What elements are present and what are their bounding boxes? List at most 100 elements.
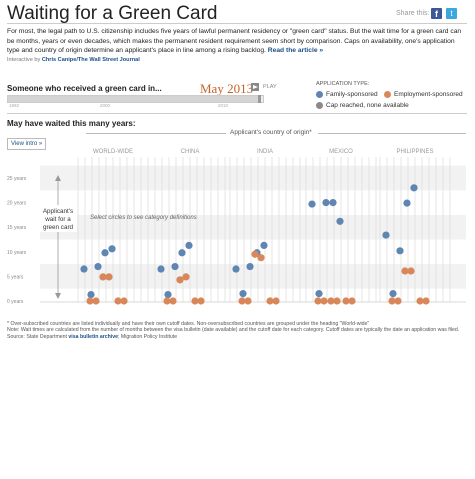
employment-point[interactable] [163, 297, 171, 305]
employment-point[interactable] [182, 273, 190, 281]
employment-point[interactable] [401, 267, 409, 275]
family-point[interactable] [239, 290, 247, 298]
family-point[interactable] [185, 241, 193, 250]
waited-label: May have waited this many years: [7, 119, 136, 128]
employment-point[interactable] [320, 297, 328, 305]
family-point[interactable] [171, 262, 179, 271]
wait-arrow-tail [55, 293, 61, 299]
header-divider [7, 23, 467, 24]
view-intro-button[interactable]: View intro » [7, 138, 47, 150]
country-label: CHINA [181, 149, 200, 155]
origin-rule-right [318, 133, 466, 134]
family-point[interactable] [232, 265, 240, 273]
y-tick-label: 20 years [7, 201, 27, 207]
family-point[interactable] [329, 199, 337, 207]
y-tick-label: 15 years [7, 225, 27, 231]
employment-point[interactable] [114, 297, 122, 305]
section-divider [7, 113, 467, 114]
employment-point[interactable] [333, 297, 341, 305]
band [40, 165, 466, 191]
visa-bulletin-link[interactable]: visa bulletin archive [68, 333, 119, 340]
legend-family-label: Family-sponsored [326, 91, 378, 98]
employment-point[interactable] [120, 297, 128, 305]
employment-point[interactable] [99, 273, 107, 281]
employment-point[interactable] [169, 297, 177, 305]
facebook-icon[interactable]: f [431, 8, 442, 19]
footnote-line-1: * Over-subscribed countries are listed i… [7, 321, 370, 327]
legend-heading: APPLICATION TYPE: [316, 81, 370, 87]
employment-point[interactable] [327, 297, 335, 305]
timeline-handle[interactable] [258, 95, 262, 103]
twitter-icon[interactable]: t [446, 8, 457, 19]
family-point[interactable] [336, 217, 344, 225]
employment-point[interactable] [238, 297, 246, 305]
employment-point[interactable] [257, 254, 265, 262]
employment-point[interactable] [314, 297, 322, 305]
country-label: MEXICO [329, 149, 353, 155]
footnote-line-2: Note: Wait times are calculated from the… [7, 327, 460, 334]
selected-year: May 2013 [200, 81, 254, 96]
legend-family-dot [316, 91, 323, 98]
employment-point[interactable] [266, 297, 274, 305]
family-point[interactable] [87, 291, 95, 299]
credit-line: Interactive by Chris Canipe/The Wall Str… [7, 57, 140, 63]
family-point[interactable] [315, 290, 323, 298]
family-point[interactable] [308, 200, 316, 208]
employment-point[interactable] [105, 273, 113, 281]
employment-point[interactable] [407, 267, 415, 275]
employment-point[interactable] [92, 297, 100, 305]
wait-arrow-head [55, 175, 61, 181]
family-point[interactable] [322, 199, 330, 207]
family-point[interactable] [101, 249, 109, 257]
timeline-slider[interactable] [7, 95, 264, 103]
employment-point[interactable] [244, 297, 252, 305]
employment-point[interactable] [348, 297, 356, 305]
page-title: Waiting for a Green Card [7, 3, 218, 24]
family-point[interactable] [178, 249, 186, 257]
family-point[interactable] [396, 247, 404, 255]
play-label[interactable]: PLAY [263, 84, 277, 90]
employment-point[interactable] [422, 297, 430, 305]
employment-point[interactable] [272, 297, 280, 305]
received-label: Someone who received a green card in... [7, 84, 162, 93]
employment-point[interactable] [342, 297, 350, 305]
employment-point[interactable] [416, 297, 424, 305]
family-point[interactable] [403, 199, 411, 207]
family-point[interactable] [157, 265, 165, 273]
origin-rule-left [86, 133, 226, 134]
share-label: Share this: [396, 10, 430, 17]
read-article-link[interactable]: Read the article » [267, 47, 324, 55]
employment-point[interactable] [394, 297, 402, 305]
intro-body: For most, the legal path to U.S. citizen… [7, 28, 462, 55]
employment-point[interactable] [86, 297, 94, 305]
intro-text: For most, the legal path to U.S. citizen… [7, 27, 469, 56]
employment-point[interactable] [251, 250, 259, 258]
source-suffix: ; Migration Policy Institute [118, 333, 178, 340]
y-tick-label: 25 years [7, 176, 27, 182]
country-label: WORLD-WIDE [93, 149, 133, 155]
family-point[interactable] [382, 231, 390, 239]
wait-annotation-line: wait for a [44, 216, 71, 223]
family-point[interactable] [260, 241, 268, 250]
credit-name[interactable]: Chris Canipe/The Wall Street Journal [41, 57, 140, 63]
play-icon[interactable] [251, 83, 259, 91]
y-tick-label: 10 years [7, 250, 27, 256]
family-point[interactable] [410, 184, 418, 192]
y-tick-label: 5 years [7, 274, 24, 280]
wait-annotation-line: green card [43, 224, 74, 231]
family-point[interactable] [389, 290, 397, 298]
family-point[interactable] [94, 262, 102, 271]
family-point[interactable] [246, 262, 254, 271]
family-point[interactable] [80, 265, 88, 273]
family-point[interactable] [108, 245, 116, 253]
source-prefix: Source: State Department [7, 333, 69, 340]
employment-point[interactable] [388, 297, 396, 305]
timeline-tick: 2010 [218, 103, 229, 108]
employment-point[interactable] [191, 297, 199, 305]
employment-point[interactable] [197, 297, 205, 305]
employment-point[interactable] [176, 276, 184, 284]
legend-employment-dot [384, 91, 391, 98]
wait-annotation-line: Applicant's [43, 208, 73, 215]
family-point[interactable] [164, 291, 172, 299]
band [40, 214, 466, 240]
